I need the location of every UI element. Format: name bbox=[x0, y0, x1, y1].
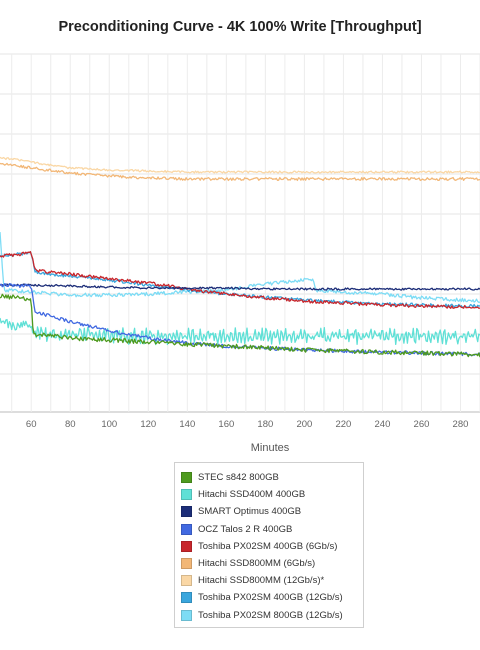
legend-label: OCZ Talos 2 R 400GB bbox=[198, 523, 293, 535]
legend-swatch bbox=[181, 558, 192, 570]
legend-item[interactable]: STEC s842 800GB bbox=[181, 469, 363, 486]
x-tick-label: 140 bbox=[179, 419, 195, 430]
legend-label: Hitachi SSD400M 400GB bbox=[198, 489, 306, 501]
legend-label: Toshiba PX02SM 400GB (12Gb/s) bbox=[198, 592, 343, 604]
x-tick-label: 160 bbox=[218, 419, 234, 430]
legend-label: Toshiba PX02SM 800GB (12Gb/s) bbox=[198, 609, 343, 621]
x-tick-label: 240 bbox=[375, 419, 391, 430]
grid-lines bbox=[0, 53, 480, 413]
series-line-7 bbox=[0, 251, 480, 309]
line-chart: 60 80 100 120 140 160 180 200 220 240 260 280 Minut… bbox=[0, 53, 480, 454]
series-line-8 bbox=[0, 232, 480, 303]
legend-item[interactable]: SMART Optimus 400GB bbox=[181, 503, 363, 520]
x-tick-label: 280 bbox=[453, 419, 469, 430]
legend-item[interactable]: Hitachi SSD400M 400GB bbox=[181, 486, 363, 503]
series-line-2 bbox=[0, 283, 480, 291]
series-line-4 bbox=[0, 251, 480, 309]
chart-legend: STEC s842 800GB Hitachi SSD400M 400GB SMAR… bbox=[174, 462, 364, 628]
legend-item[interactable]: Hitachi SSD800MM (6Gb/s) bbox=[181, 555, 363, 572]
legend-label: Hitachi SSD800MM (6Gb/s) bbox=[198, 558, 316, 570]
series-lines bbox=[0, 156, 480, 358]
legend-swatch bbox=[181, 592, 192, 604]
legend-item[interactable]: Toshiba PX02SM 400GB (12Gb/s) bbox=[181, 589, 363, 606]
x-tick-label: 180 bbox=[257, 419, 273, 430]
legend-swatch bbox=[181, 609, 192, 621]
legend-label: Toshiba PX02SM 400GB (6Gb/s) bbox=[198, 540, 338, 552]
x-tick-label: 80 bbox=[65, 419, 76, 430]
legend-swatch bbox=[181, 472, 192, 484]
x-tick-label: 120 bbox=[140, 419, 156, 430]
series-line-1 bbox=[0, 317, 480, 346]
legend-label: STEC s842 800GB bbox=[198, 472, 279, 484]
legend-label: Hitachi SSD800MM (12Gb/s)* bbox=[198, 575, 325, 587]
legend-swatch bbox=[181, 540, 192, 552]
series-line-5 bbox=[0, 162, 480, 182]
x-axis-label: Minutes bbox=[251, 442, 290, 454]
x-tick-label: 260 bbox=[414, 419, 430, 430]
series-line-0 bbox=[0, 293, 480, 358]
x-tick-label: 200 bbox=[296, 419, 312, 430]
legend-swatch bbox=[181, 575, 192, 587]
legend-swatch bbox=[181, 506, 192, 518]
series-line-6 bbox=[0, 156, 480, 174]
legend-item[interactable]: Hitachi SSD800MM (12Gb/s)* bbox=[181, 572, 363, 589]
x-tick-label: 220 bbox=[335, 419, 351, 430]
x-tick-label: 100 bbox=[101, 419, 117, 430]
legend-item[interactable]: Toshiba PX02SM 400GB (6Gb/s) bbox=[181, 538, 363, 555]
legend-swatch bbox=[181, 523, 192, 535]
chart-title: Preconditioning Curve - 4K 100% Write [T… bbox=[58, 19, 422, 35]
x-axis-ticks: 60 80 100 120 140 160 180 200 220 240 260 280 bbox=[26, 419, 468, 430]
legend-swatch bbox=[181, 489, 192, 501]
legend-item[interactable]: OCZ Talos 2 R 400GB bbox=[181, 521, 363, 538]
legend-item[interactable]: Toshiba PX02SM 800GB (12Gb/s) bbox=[181, 607, 363, 624]
legend-label: SMART Optimus 400GB bbox=[198, 506, 302, 518]
x-tick-label: 60 bbox=[26, 419, 37, 430]
